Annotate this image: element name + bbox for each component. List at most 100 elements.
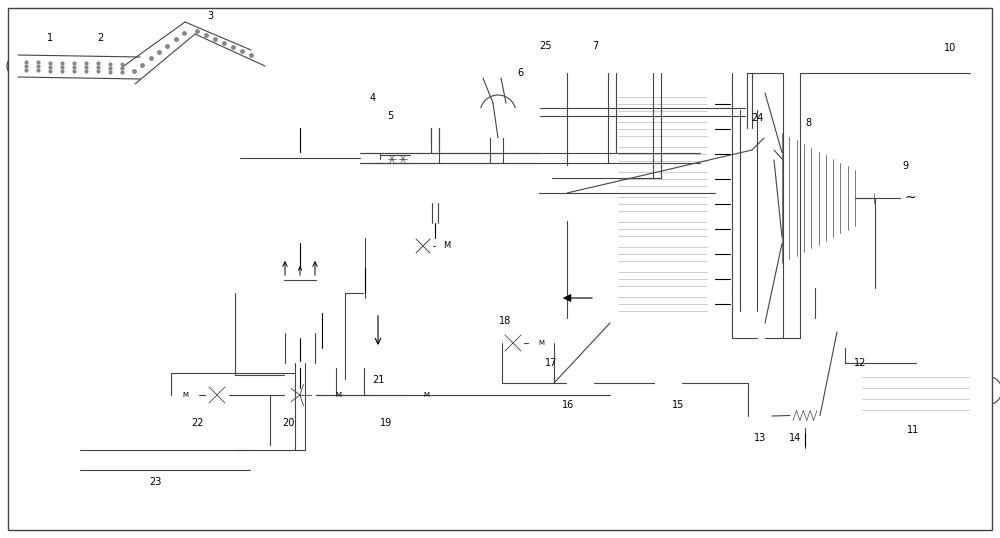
Bar [616, 193, 709, 215]
Text: 24: 24 [751, 113, 763, 123]
Text: 9: 9 [902, 161, 908, 171]
Polygon shape [917, 58, 973, 148]
Bar [858, 363, 973, 418]
Circle shape [398, 154, 408, 164]
Circle shape [7, 55, 29, 77]
Text: 20: 20 [282, 418, 294, 428]
Bar [870, 193, 878, 203]
Polygon shape [725, 128, 730, 131]
Bar [616, 293, 709, 315]
Bar [616, 218, 709, 240]
Circle shape [836, 327, 854, 345]
Polygon shape [656, 326, 668, 344]
Polygon shape [782, 133, 855, 263]
Text: 15: 15 [672, 400, 684, 410]
Circle shape [654, 369, 682, 397]
Circle shape [974, 377, 1000, 405]
Polygon shape [423, 178, 447, 203]
Polygon shape [725, 278, 730, 280]
Polygon shape [240, 120, 360, 228]
Circle shape [748, 404, 772, 428]
Polygon shape [410, 148, 460, 178]
Text: 4: 4 [370, 93, 376, 103]
Polygon shape [725, 228, 730, 230]
Circle shape [284, 379, 316, 411]
Circle shape [852, 300, 870, 318]
Text: 3: 3 [207, 11, 213, 21]
Circle shape [181, 19, 199, 37]
Polygon shape [804, 441, 806, 446]
Polygon shape [298, 260, 302, 268]
Circle shape [205, 383, 229, 407]
Polygon shape [725, 178, 730, 181]
Circle shape [225, 450, 245, 470]
Circle shape [730, 128, 774, 172]
Bar [296, 280, 304, 290]
Text: M: M [538, 340, 544, 346]
Polygon shape [255, 228, 345, 288]
Circle shape [815, 288, 875, 348]
Bar [616, 243, 709, 265]
Bar [616, 268, 709, 290]
Circle shape [387, 154, 397, 164]
Circle shape [129, 57, 151, 79]
Circle shape [247, 47, 269, 69]
Bar [616, 93, 709, 115]
Text: 16: 16 [562, 400, 574, 410]
Text: 6: 6 [517, 68, 523, 78]
Text: 21: 21 [372, 375, 384, 385]
Circle shape [372, 379, 404, 411]
Polygon shape [245, 68, 355, 108]
Circle shape [117, 65, 139, 87]
Text: 25: 25 [539, 41, 551, 51]
Circle shape [539, 165, 595, 221]
Text: 23: 23 [149, 477, 161, 487]
Text: M: M [423, 392, 429, 398]
Text: 7: 7 [592, 41, 598, 51]
Polygon shape [725, 302, 730, 306]
Text: 12: 12 [854, 358, 866, 368]
Text: 14: 14 [789, 433, 801, 443]
Circle shape [890, 178, 930, 218]
Text: 10: 10 [944, 43, 956, 53]
Circle shape [85, 450, 105, 470]
Circle shape [324, 381, 352, 409]
Circle shape [852, 318, 870, 336]
Text: 1: 1 [47, 33, 53, 43]
Text: 13: 13 [754, 433, 766, 443]
Polygon shape [569, 108, 591, 116]
Polygon shape [298, 381, 302, 388]
Text: 22: 22 [191, 418, 203, 428]
Polygon shape [298, 144, 302, 152]
Circle shape [566, 369, 594, 397]
Text: 17: 17 [545, 358, 557, 368]
Polygon shape [552, 58, 608, 178]
Polygon shape [255, 288, 345, 333]
Bar [616, 143, 709, 165]
Bar [610, 98, 715, 323]
Text: 18: 18 [499, 316, 511, 326]
Circle shape [413, 236, 433, 256]
Polygon shape [725, 252, 730, 256]
Polygon shape [725, 103, 730, 105]
Polygon shape [725, 202, 730, 206]
Circle shape [502, 332, 524, 354]
Circle shape [820, 300, 838, 318]
Text: M: M [443, 242, 451, 251]
Text: M: M [182, 392, 188, 398]
Circle shape [412, 381, 440, 409]
Circle shape [171, 381, 199, 409]
Text: 8: 8 [805, 118, 811, 128]
Polygon shape [298, 354, 302, 361]
Polygon shape [434, 232, 436, 238]
Circle shape [528, 330, 554, 356]
Text: 2: 2 [97, 33, 103, 43]
Bar [540, 73, 765, 338]
Polygon shape [364, 268, 366, 274]
Text: 19: 19 [380, 418, 392, 428]
Circle shape [836, 291, 854, 309]
Text: 5: 5 [387, 111, 393, 121]
Polygon shape [606, 108, 624, 116]
Bar [260, 108, 340, 120]
Text: ~: ~ [904, 191, 916, 205]
